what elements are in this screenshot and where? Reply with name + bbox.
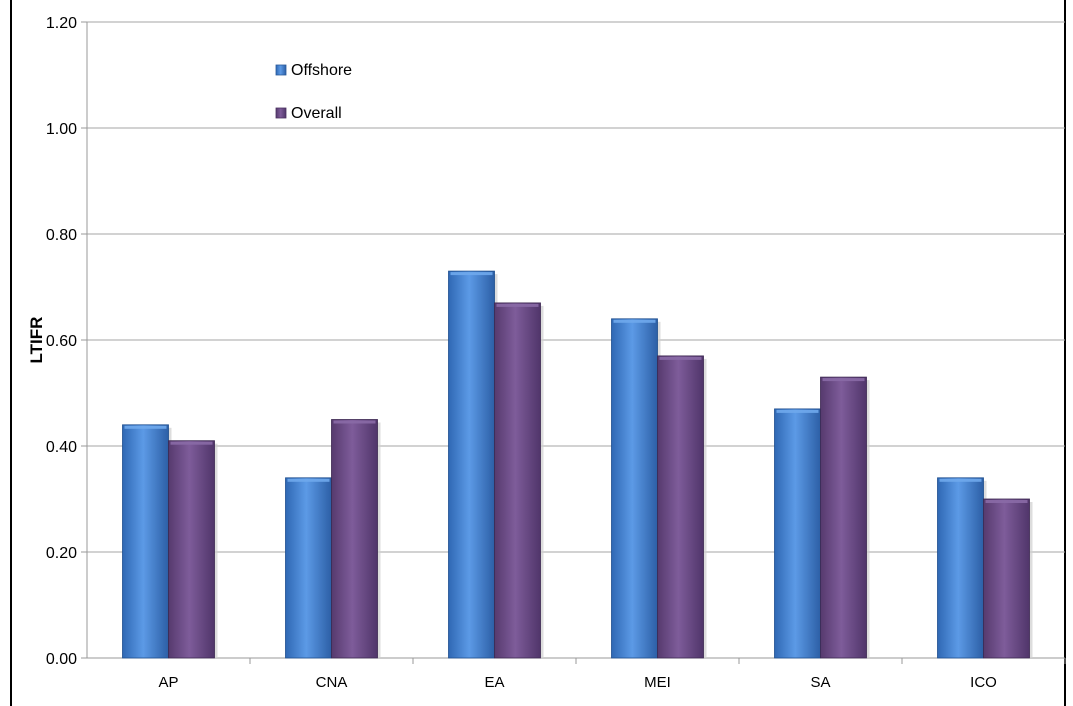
bar-top-cap	[822, 378, 865, 382]
x-tick-label: MEI	[644, 674, 671, 691]
bar-top-cap	[450, 272, 493, 276]
bar-offshore-sa	[774, 408, 821, 659]
x-tick-label: CNA	[316, 674, 348, 691]
bar-offshore-ea	[448, 270, 495, 659]
x-tick-label: EA	[484, 674, 504, 691]
bar-top-cap	[776, 409, 819, 413]
x-tick-labels: AP CNA EA MEI SA ICO	[158, 658, 1066, 691]
bar-top-cap	[287, 478, 330, 482]
legend-label-offshore: Offshore	[291, 62, 352, 79]
y-tick-label: 0.40	[46, 439, 77, 456]
y-tick-label: 0.60	[46, 333, 77, 350]
bar-overall-ea	[494, 302, 541, 659]
bar-offshore-cna	[285, 477, 332, 659]
legend: Offshore Overall	[275, 62, 352, 122]
bar-overall-ap	[168, 440, 215, 659]
bar-overall-mei	[657, 355, 704, 659]
bar-top-cap	[333, 420, 376, 424]
gridlines	[87, 21, 1065, 553]
bar-top-cap	[613, 319, 656, 323]
bar-top-cap	[170, 441, 213, 445]
legend-swatch-overall	[275, 107, 287, 119]
x-tick-label: AP	[158, 674, 178, 691]
bar-top-cap	[124, 425, 167, 429]
y-tick-labels: 0.00 0.20 0.40 0.60 0.80 1.00 1.20	[46, 15, 87, 668]
bar-top-cap	[985, 500, 1028, 503]
x-tick-label: ICO	[970, 674, 997, 691]
bar-top-cap	[939, 478, 982, 482]
y-tick-label: 0.80	[46, 227, 77, 244]
bar-overall-cna	[331, 419, 378, 659]
bars	[122, 270, 1033, 659]
y-tick-label: 1.00	[46, 121, 77, 138]
y-tick-label: 1.20	[46, 15, 77, 32]
y-tick-label: 0.00	[46, 651, 77, 668]
bar-top-cap	[659, 356, 702, 360]
x-tick-label: SA	[810, 674, 830, 691]
legend-swatch-offshore	[275, 64, 287, 76]
bar-offshore-mei	[611, 318, 658, 659]
legend-label-overall: Overall	[291, 105, 342, 122]
bar-offshore-ico	[937, 477, 984, 659]
y-axis-label: LTIFR	[27, 317, 46, 364]
bar-overall-ico	[983, 498, 1030, 659]
bar-top-cap	[496, 303, 539, 307]
y-tick-label: 0.20	[46, 545, 77, 562]
bar-overall-sa	[820, 376, 867, 659]
bar-offshore-ap	[122, 424, 169, 659]
